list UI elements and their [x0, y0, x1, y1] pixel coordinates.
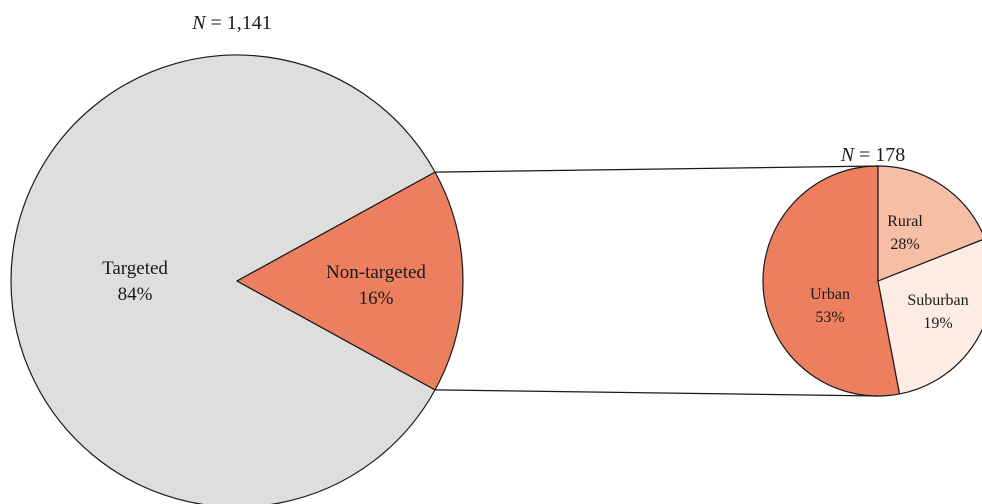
main-pie — [10, 54, 464, 504]
sub-slice-rural — [877, 239, 982, 395]
sub-slice-label-rural: Rural 28% — [887, 213, 923, 253]
main-slice-percent: 16% — [359, 288, 394, 309]
main-slice-label-targeted: Targeted 84% — [102, 258, 168, 305]
sub-slice-name: Urban — [810, 286, 850, 303]
main-slice-name: Targeted — [102, 258, 168, 279]
sub-slice-label-suburban: Suburban 19% — [907, 292, 968, 332]
sub-slice-name: Rural — [887, 213, 923, 230]
sub-slice-name: Suburban — [907, 292, 968, 309]
main-slice-name: Non-targeted — [326, 262, 426, 283]
connector-bottom — [435, 389, 879, 397]
main-slice-non-targeted — [236, 171, 464, 391]
sub-slice-percent: 28% — [890, 236, 919, 253]
sub-slice-suburban — [877, 165, 982, 282]
breakout-connectors — [435, 165, 879, 397]
sub-slice-percent: 19% — [923, 315, 952, 332]
sub-slice-percent: 53% — [815, 309, 844, 326]
connector-top — [435, 165, 879, 173]
main-pie-title: N = 1,141 — [191, 12, 272, 34]
main-slice-label-non-targeted: Non-targeted 16% — [326, 262, 426, 309]
sub-slice-label-urban: Urban 53% — [810, 286, 850, 326]
main-slice-percent: 84% — [118, 284, 153, 305]
sub-slice-urban — [762, 165, 901, 397]
main-slice-targeted — [10, 54, 436, 504]
sub-pie-title: N = 178 — [840, 144, 906, 166]
sub-pie — [762, 165, 982, 397]
